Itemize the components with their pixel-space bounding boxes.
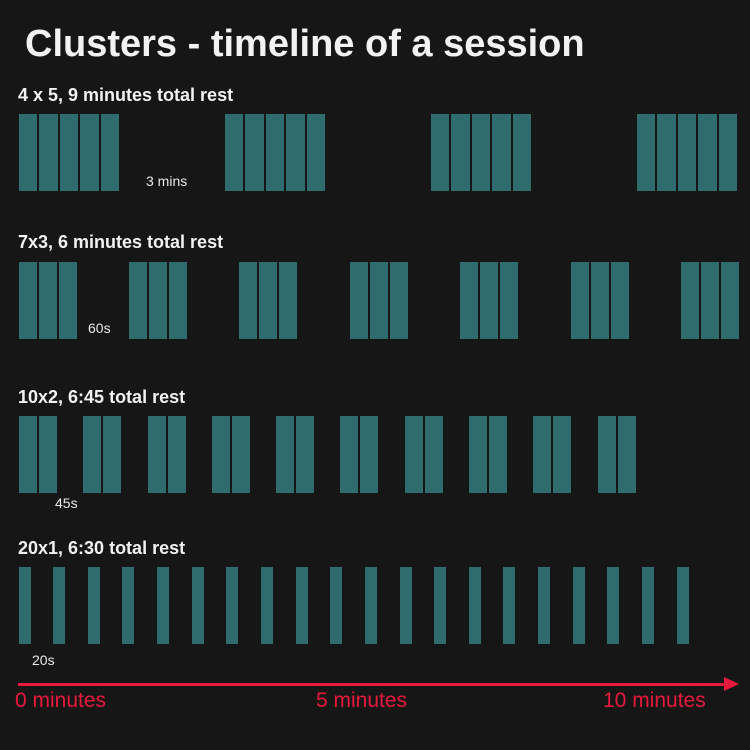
rep-bar [87,567,101,644]
rep-bar [610,262,630,339]
rep-bar [572,567,586,644]
rep-bar [590,262,610,339]
rep-bar [58,114,80,191]
rep-bar [424,416,444,493]
rep-bar [570,262,590,339]
rep-bar [58,262,78,339]
rep-bar [470,114,492,191]
rep-bar [305,114,326,191]
rep-bar [676,114,698,191]
rest-note-4x5: 3 mins [146,173,188,189]
rep-bar [191,567,205,644]
rep-bar [295,416,315,493]
rep-bar [636,114,657,191]
rep-bar [275,416,295,493]
diagram-title: Clusters - timeline of a session [25,23,585,65]
rep-bar [285,114,306,191]
rep-bar [99,114,120,191]
axis-label-0-minutes: 0 minutes [15,689,107,712]
rep-bar [697,114,718,191]
protocol-label-7x3: 7x3, 6 minutes total rest [18,232,224,252]
rep-bar [597,416,617,493]
rep-bar [278,262,298,339]
rep-bar [79,114,100,191]
rep-bar [18,262,38,339]
rep-bar [168,262,188,339]
rep-bar [656,114,677,191]
rep-bar [491,114,512,191]
rest-note-10x2: 45s [55,495,78,511]
rest-note-7x3: 60s [88,320,111,336]
rep-bar [260,567,274,644]
axis-label-10-minutes: 10 minutes [603,689,706,712]
rep-bar [641,567,655,644]
rep-bar [211,416,231,493]
rep-bar [364,567,378,644]
rep-bar [18,416,38,493]
rep-bar [225,567,239,644]
rep-bar [18,114,39,191]
rep-bar [369,262,389,339]
protocol-label-20x1: 20x1, 6:30 total rest [18,538,186,558]
rep-bar [468,567,482,644]
time-axis-line [18,683,730,686]
rep-bar [18,567,32,644]
rep-bar [121,567,135,644]
rep-bar [359,416,379,493]
rep-bar [468,416,488,493]
rep-bar [389,262,409,339]
rep-bar [479,262,499,339]
rep-bar [82,416,102,493]
rep-bar [459,262,479,339]
rep-bar [295,567,309,644]
rep-bar [231,416,251,493]
rep-bar [264,114,286,191]
rep-bar [488,416,508,493]
rep-bar [167,416,187,493]
rep-bar [404,416,424,493]
rep-bar [552,416,572,493]
rep-bar [244,114,265,191]
rest-note-20x1: 20s [32,652,55,668]
rep-bar [537,567,551,644]
rep-bar [349,262,369,339]
rep-bar [258,262,278,339]
rep-bar [717,114,738,191]
rep-bar [38,114,59,191]
rep-bar [676,567,690,644]
time-axis-arrow-icon [724,677,739,691]
rep-bar [499,262,519,339]
rep-bar [38,262,58,339]
protocol-label-10x2: 10x2, 6:45 total rest [18,387,186,407]
rep-bar [148,262,168,339]
rep-bar [399,567,413,644]
rep-bar [433,567,447,644]
rep-bar [450,114,471,191]
rep-bar [339,416,359,493]
rep-bar [224,114,245,191]
rep-bar [700,262,720,339]
rep-bar [147,416,167,493]
rep-bar [102,416,122,493]
rep-bar [720,262,740,339]
rep-bar [430,114,451,191]
rep-bar [329,567,343,644]
rep-bar [511,114,532,191]
rep-bar [617,416,637,493]
rep-bar [606,567,620,644]
rep-bar [502,567,516,644]
rep-bar [128,262,148,339]
rep-bar [532,416,552,493]
axis-label-5-minutes: 5 minutes [316,689,408,712]
rep-bar [238,262,258,339]
rep-bar [38,416,58,493]
rep-bar [680,262,700,339]
rep-bar [156,567,170,644]
rep-bar [52,567,66,644]
protocol-label-4x5: 4 x 5, 9 minutes total rest [18,85,234,105]
